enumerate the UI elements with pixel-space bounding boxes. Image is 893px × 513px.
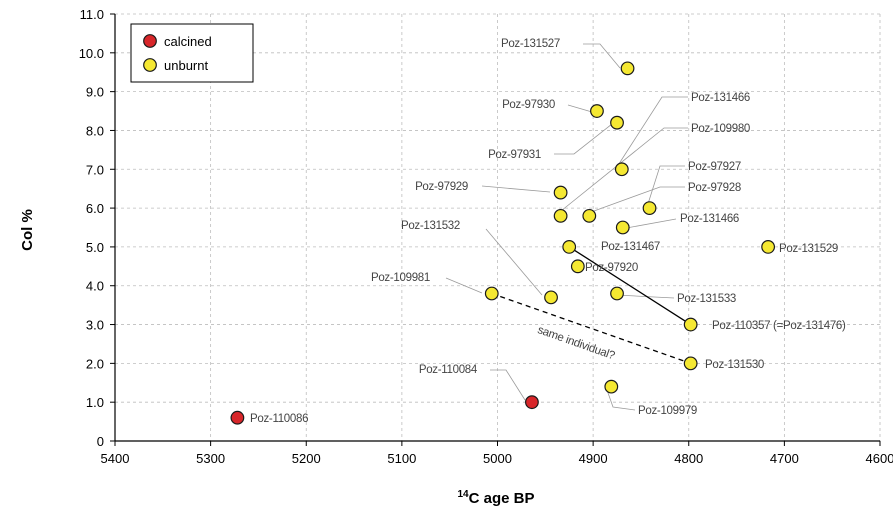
data-label: Poz-97920 (585, 262, 638, 274)
y-tick-label: 7.0 (86, 162, 104, 177)
data-point-unburnt (554, 210, 567, 223)
data-point-unburnt (563, 241, 576, 254)
y-tick-label: 4.0 (86, 279, 104, 294)
annotation-same-individual: same individual? (536, 324, 616, 362)
x-tick-label: 4600 (866, 451, 893, 466)
data-point-unburnt (684, 318, 697, 331)
data-label: Poz-97928 (688, 182, 741, 194)
data-point-unburnt (554, 186, 567, 199)
data-point-unburnt (611, 287, 624, 300)
x-axis-title-main: C age BP (469, 490, 535, 507)
y-tick-label: 11.0 (80, 7, 104, 22)
leader-line (554, 124, 612, 154)
x-axis-title: 14C age BP (458, 489, 535, 507)
leader-line (647, 166, 685, 207)
leader-line (486, 229, 542, 295)
legend-label-unburnt: unburnt (164, 58, 208, 73)
data-label: Poz-131532 (401, 220, 460, 232)
data-point-unburnt (572, 260, 585, 273)
y-axis-title: Col % (19, 209, 36, 251)
x-tick-label: 4700 (770, 451, 799, 466)
data-label: Poz-97927 (688, 161, 741, 173)
data-label: Poz-97929 (415, 181, 468, 193)
y-tick-label: 1.0 (86, 395, 104, 410)
data-label: Poz-131466 (680, 213, 739, 225)
x-tick-label: 5300 (196, 451, 225, 466)
x-tick-label: 5400 (101, 451, 130, 466)
y-tick-label: 10.0 (79, 46, 104, 61)
data-label: Poz-131533 (677, 293, 736, 305)
leader-line (583, 44, 620, 68)
data-point-calcined (526, 396, 539, 409)
leader-line (482, 186, 550, 192)
x-tick-label: 4800 (674, 451, 703, 466)
data-point-unburnt (611, 116, 624, 129)
legend-marker-calcined (144, 35, 157, 48)
legend-box (131, 24, 253, 82)
data-label: Poz-131527 (501, 38, 560, 50)
leader-line (583, 187, 685, 215)
y-tick-label: 8.0 (86, 123, 104, 138)
data-point-unburnt (485, 287, 498, 300)
label-leader-lines (446, 44, 688, 410)
data-labels: same individual? Poz-110086 Poz-110084 Poz-… (250, 38, 846, 425)
data-point-unburnt (591, 105, 604, 118)
legend: calcined unburnt (131, 24, 253, 82)
y-tick-label: 3.0 (86, 318, 104, 333)
data-point-unburnt (605, 380, 618, 393)
data-point-unburnt (545, 291, 558, 304)
data-label: Poz-131466 (691, 92, 750, 104)
x-tick-label: 5200 (292, 451, 321, 466)
leader-line (490, 370, 525, 400)
x-axis-title-superscript: 14 (458, 489, 470, 500)
y-tick-label: 6.0 (86, 201, 104, 216)
data-label: Poz-97931 (488, 149, 541, 161)
data-label: Poz-110084 (419, 364, 478, 376)
legend-marker-unburnt (144, 59, 157, 72)
x-tick-label: 5100 (387, 451, 416, 466)
data-label: Poz-109981 (371, 272, 430, 284)
data-label: Poz-97930 (502, 99, 555, 111)
y-tick-label: 9.0 (86, 85, 104, 100)
data-point-unburnt (684, 357, 697, 370)
data-point-unburnt (616, 163, 629, 176)
x-tick-label: 5000 (483, 451, 512, 466)
data-point-unburnt (643, 202, 656, 215)
data-label: Poz-131529 (779, 243, 838, 255)
connector-line-solid (569, 247, 690, 325)
legend-label-calcined: calcined (164, 34, 212, 49)
data-point-unburnt (616, 221, 629, 234)
data-point-calcined (231, 411, 244, 424)
data-point-unburnt (762, 241, 775, 254)
y-tick-label: 0 (97, 434, 104, 449)
data-label: Poz-110086 (250, 413, 308, 425)
data-label: Poz-110357 (=Poz-131476) (712, 320, 846, 332)
data-label: Poz-109980 (691, 123, 750, 135)
y-tick-label: 2.0 (86, 356, 104, 371)
data-label: Poz-131467 (601, 241, 660, 253)
y-tick-label: 5.0 (86, 240, 104, 255)
data-point-unburnt (621, 62, 634, 75)
x-tick-label: 4900 (579, 451, 608, 466)
data-label: Poz-109979 (638, 405, 697, 417)
data-point-unburnt (583, 210, 596, 223)
leader-line (568, 105, 592, 112)
data-label: Poz-131530 (705, 359, 764, 371)
